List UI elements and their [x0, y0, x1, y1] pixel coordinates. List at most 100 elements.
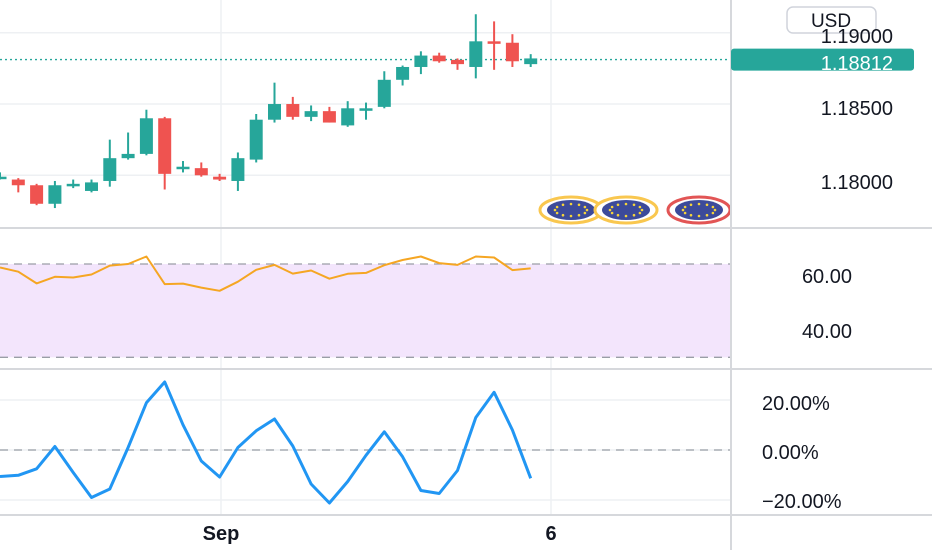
event-star [608, 208, 612, 212]
event-star [705, 213, 709, 217]
candle [524, 54, 538, 67]
candle-body [377, 79, 391, 107]
event-star [616, 203, 620, 207]
oscillator-axis: 20.00% 0.00% −20.00% [762, 393, 842, 513]
candle [85, 179, 98, 193]
event-star [569, 214, 573, 218]
candle-body [524, 58, 538, 65]
candle [304, 105, 318, 122]
candle-body [268, 104, 281, 120]
osc-tick-label: 0.00% [762, 442, 819, 464]
event-star [683, 211, 687, 215]
currency-button[interactable] [786, 6, 877, 34]
rsi-line [0, 255, 531, 292]
event-star [577, 203, 581, 207]
candle [451, 58, 464, 70]
candle [249, 114, 263, 163]
candle [213, 173, 227, 181]
reference-dashed-lines [0, 58, 730, 451]
event-star [689, 213, 693, 217]
event-star [638, 211, 642, 215]
economic-events[interactable] [538, 195, 732, 225]
event-star [624, 214, 628, 218]
candle-body [249, 119, 263, 160]
candle-body [505, 42, 519, 62]
candle [322, 106, 336, 123]
rsi-band [0, 264, 730, 358]
event-flag-fill [547, 200, 595, 220]
candle-body [11, 179, 25, 186]
price-tick-label: 1.18000 [821, 172, 893, 194]
candle [487, 21, 501, 70]
candle-body [158, 118, 172, 174]
event-star [632, 203, 636, 207]
event-star [555, 205, 559, 209]
eu-flag-icon[interactable] [538, 195, 604, 225]
candle [432, 52, 446, 63]
grid-lines [0, 0, 730, 515]
rsi-band-fill [0, 264, 730, 358]
event-star [610, 205, 614, 209]
candle-body [139, 118, 153, 154]
event-star [624, 202, 628, 206]
candle-body [304, 111, 318, 117]
event-star [583, 211, 587, 215]
candle-body [487, 41, 501, 44]
candle-body [194, 168, 208, 176]
rsi-axis: 60.00 40.00 [802, 266, 852, 343]
event-star [705, 203, 709, 207]
candle-body [451, 59, 464, 65]
event-star [632, 213, 636, 217]
event-star [711, 205, 715, 209]
candle-body [469, 41, 483, 67]
eu-flag-icon[interactable] [666, 195, 732, 225]
price-tick-label: 1.18500 [821, 98, 893, 120]
time-axis[interactable]: Sep 6 [203, 523, 557, 545]
event-star [713, 208, 717, 212]
candle [66, 179, 80, 189]
currency-label[interactable]: USD [811, 11, 851, 32]
candle-body [231, 158, 245, 181]
rsi-series [0, 255, 531, 292]
candle [139, 109, 153, 156]
event-star [638, 205, 642, 209]
candle [414, 51, 428, 75]
price-axis[interactable]: USD 1.19000 1.18500 1.18000 1.18812 [731, 6, 914, 194]
current-price-badge [731, 48, 914, 71]
event-star [616, 213, 620, 217]
candle-body [85, 182, 98, 191]
rsi-tick-label: 40.00 [802, 321, 852, 343]
candlestick-series [0, 14, 538, 209]
time-label-sep: Sep [203, 523, 240, 545]
event-flag-fill [675, 200, 723, 220]
eu-flag-icon[interactable] [593, 195, 659, 225]
candle [103, 139, 117, 187]
candle [286, 96, 300, 120]
time-label-6: 6 [545, 523, 556, 545]
candle [11, 178, 25, 193]
event-flag-fill [602, 200, 650, 220]
candle [359, 102, 373, 120]
event-star [561, 203, 565, 207]
event-star [555, 211, 559, 215]
candle [396, 65, 410, 86]
candle-body [176, 166, 190, 170]
price-tick-label: 1.19000 [821, 26, 893, 48]
candle [469, 14, 483, 79]
candle [377, 71, 391, 109]
candle [194, 162, 208, 177]
candle [0, 172, 7, 180]
event-star [711, 211, 715, 215]
candle [158, 116, 172, 190]
candle-body [322, 111, 336, 123]
candle-body [30, 185, 44, 204]
event-star [681, 208, 685, 212]
event-star [697, 202, 701, 206]
event-star [577, 213, 581, 217]
event-star [697, 214, 701, 218]
candle-body [341, 108, 355, 126]
event-star [610, 211, 614, 215]
candle-body [432, 55, 446, 62]
candle [505, 34, 519, 67]
